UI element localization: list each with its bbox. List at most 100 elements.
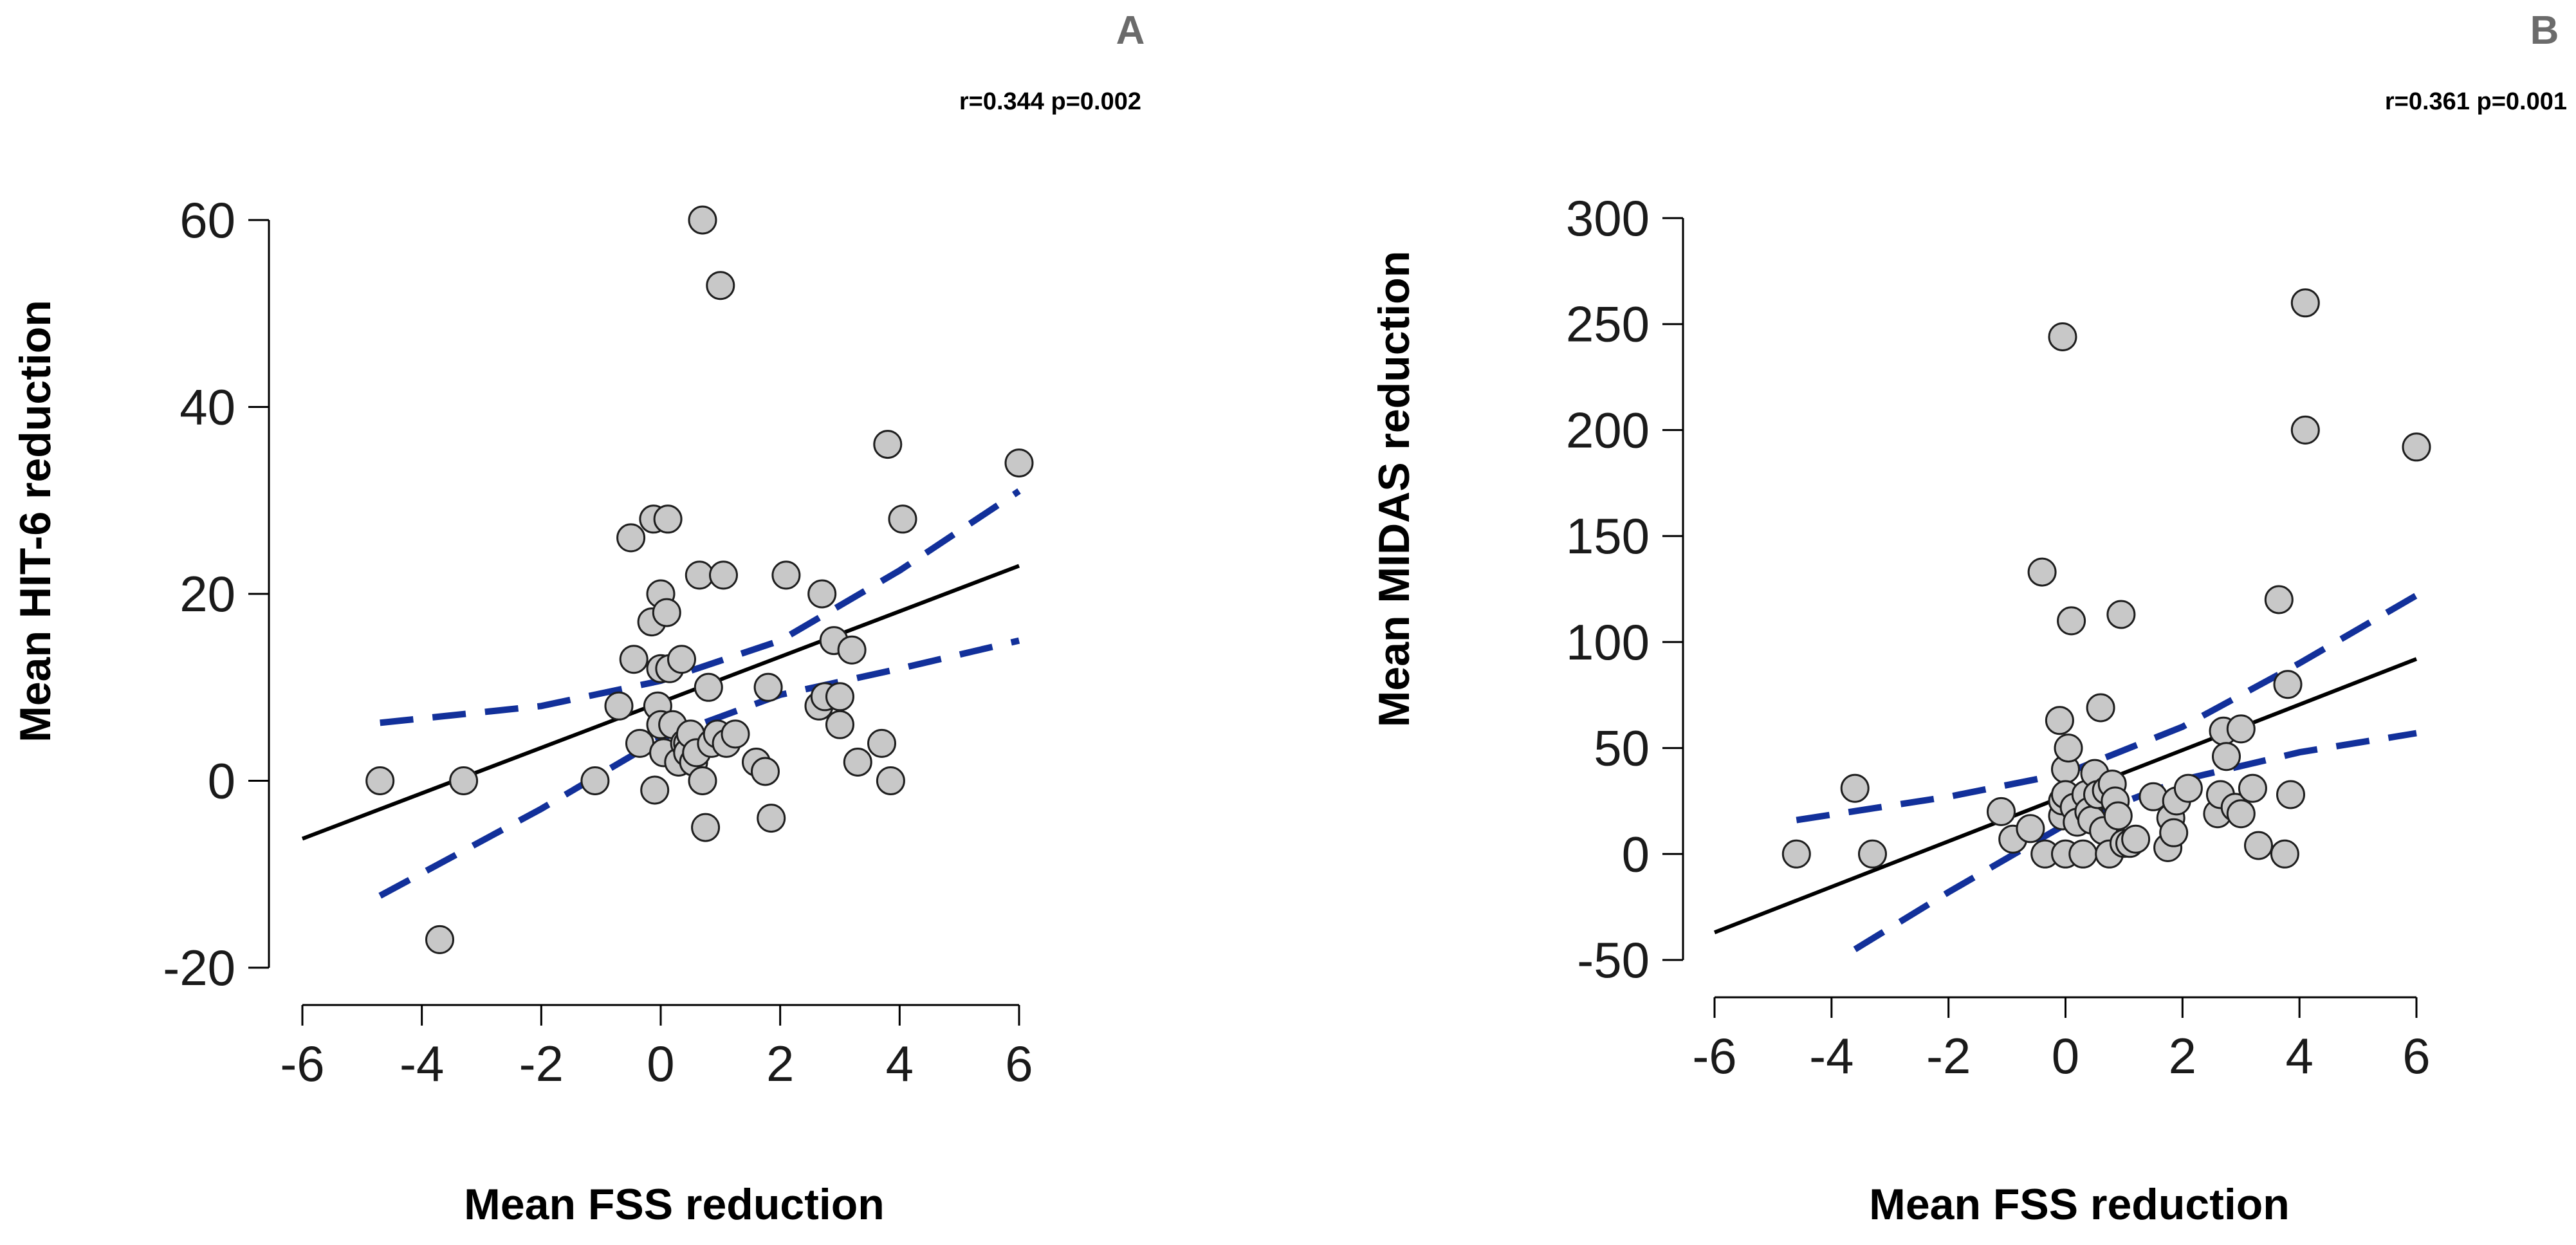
panel-b-data-point — [2290, 415, 2320, 445]
panel-b-ci-upper-line — [1796, 593, 2418, 824]
panel-b-y-tick-label: 300 — [1566, 190, 1650, 246]
panel-b-x-tick-label: 0 — [2052, 1028, 2079, 1084]
panel-a-points — [365, 205, 1034, 954]
panel-a-data-point — [616, 523, 646, 553]
panel-b-data-point — [2121, 824, 2151, 854]
panel-a-data-point — [771, 560, 801, 590]
panel-b-points — [1781, 288, 2431, 869]
panel-b-data-point — [2276, 780, 2305, 809]
panel-b-data-point — [2159, 818, 2189, 847]
panel-b-data-point — [2016, 814, 2045, 844]
panel-b-data-point — [2103, 801, 2133, 831]
panel-b: B r=0.361 p=0.001 Mean FSS reduction Mea… — [1370, 8, 2567, 1229]
panel-a-x-tick-label: -6 — [280, 1035, 324, 1092]
panel-a: A r=0.344 p=0.002 Mean FSS reduction Mea… — [11, 8, 1145, 1229]
panel-b-data-point — [1858, 839, 1887, 869]
panel-b-y-axis-title: Mean MIDAS reduction — [1370, 251, 1419, 728]
panel-b-data-point — [2054, 733, 2083, 763]
panel-a-data-point — [706, 271, 735, 300]
panel-a-data-point — [757, 804, 786, 833]
panel-a-x-tick-label: 6 — [1005, 1035, 1033, 1092]
panel-a-data-point — [843, 748, 872, 777]
panel-a-data-point — [867, 728, 896, 758]
panel-a-data-point — [876, 766, 905, 795]
panel-a-x-tick-label: 4 — [886, 1035, 914, 1092]
panel-a-data-point — [837, 635, 867, 665]
panel-a-y-tick-label: 0 — [208, 753, 235, 809]
panel-a-data-point — [652, 598, 681, 627]
panel-a-data-point — [694, 672, 723, 702]
panel-a-x-axis-title: Mean FSS reduction — [464, 1180, 885, 1229]
panel-b-statistics: r=0.361 p=0.001 — [2385, 88, 2567, 115]
panel-b-data-point — [1840, 773, 1870, 803]
panel-a-data-point — [653, 504, 683, 534]
panel-b-data-point — [2048, 322, 2077, 351]
panel-a-ci-lower-line — [378, 637, 1020, 899]
panel-letter-a: A — [1116, 8, 1145, 53]
panel-b-x-tick-label: -2 — [1926, 1028, 1971, 1084]
panel-a-y-tick-label: 20 — [179, 566, 235, 622]
panel-b-y-tick-label: 200 — [1566, 401, 1650, 458]
panel-b-data-point — [2226, 714, 2256, 744]
panel-a-data-point — [365, 766, 395, 795]
panel-b-y-tick-label: 100 — [1566, 614, 1650, 670]
panel-letter-b: B — [2530, 8, 2559, 53]
panel-a-x-tick-label: -4 — [400, 1035, 444, 1092]
panel-b-data-point — [2027, 557, 2057, 587]
panel-b-data-point — [2057, 606, 2086, 636]
panel-b-y-tick-label: 250 — [1566, 296, 1650, 353]
panel-b-data-point — [2402, 432, 2431, 462]
panel-b-x-tick-label: 4 — [2285, 1028, 2313, 1084]
panel-a-data-point — [667, 645, 696, 674]
panel-b-data-point — [2106, 600, 2136, 629]
panel-a-data-point — [691, 813, 721, 842]
panel-a-data-point — [807, 579, 837, 609]
panel-a-ci-upper-line — [380, 488, 1021, 726]
panel-a-data-point — [753, 672, 783, 702]
panel-b-confidence-band — [1796, 593, 2418, 952]
panel-b-axes: -50 0 50 100 150 200 250 300 -6 -4 -2 0 2 4 6 — [1566, 190, 2431, 1084]
panel-a-data-point — [688, 766, 717, 795]
panel-b-data-point — [2212, 742, 2241, 771]
panel-a-data-point — [619, 645, 649, 674]
panel-b-x-tick-label: 6 — [2402, 1028, 2430, 1084]
panel-a-data-point — [425, 925, 454, 954]
panel-b-x-tick-label: -6 — [1692, 1028, 1736, 1084]
panel-a-x-tick-label: 0 — [647, 1035, 674, 1092]
panel-a-data-point — [888, 504, 917, 534]
panel-b-data-point — [2173, 773, 2203, 803]
panel-a-data-point — [449, 766, 479, 795]
panel-a-y-tick-label: -20 — [163, 939, 235, 996]
panel-a-data-point — [709, 560, 738, 590]
panel-a-statistics: r=0.344 p=0.002 — [959, 88, 1141, 115]
panel-b-x-tick-label: -4 — [1809, 1028, 1854, 1084]
panel-b-data-point — [2244, 831, 2273, 860]
panel-a-data-point — [580, 766, 610, 795]
panel-a-data-point — [688, 205, 717, 235]
panel-a-data-point — [825, 710, 854, 739]
panel-b-data-point — [1987, 797, 2016, 826]
panel-a-y-axis-title: Mean HIT-6 reduction — [11, 300, 60, 742]
panel-b-y-tick-label: -50 — [1577, 932, 1650, 988]
panel-b-data-point — [2238, 773, 2267, 803]
panel-b-data-point — [1781, 839, 1811, 869]
panel-b-data-point — [2290, 288, 2320, 318]
panel-a-data-point — [604, 691, 634, 721]
panel-a-y-tick-label: 40 — [179, 379, 235, 436]
panel-b-data-point — [2270, 839, 2299, 869]
panel-b-y-tick-label: 50 — [1594, 720, 1650, 777]
panel-b-data-point — [2045, 706, 2074, 735]
panel-b-y-tick-label: 150 — [1566, 508, 1650, 564]
panel-b-y-tick-label: 0 — [1622, 825, 1650, 882]
panel-a-data-point — [640, 775, 670, 805]
panel-a-data-point — [721, 719, 750, 749]
panel-b-data-point — [2086, 693, 2115, 723]
panel-b-data-point — [2226, 799, 2256, 829]
panel-a-data-point — [873, 430, 903, 459]
panel-a-data-point — [825, 682, 854, 712]
panel-b-data-point — [2273, 670, 2303, 699]
panel-b-data-point — [2264, 585, 2294, 614]
panel-a-confidence-band — [378, 488, 1021, 899]
